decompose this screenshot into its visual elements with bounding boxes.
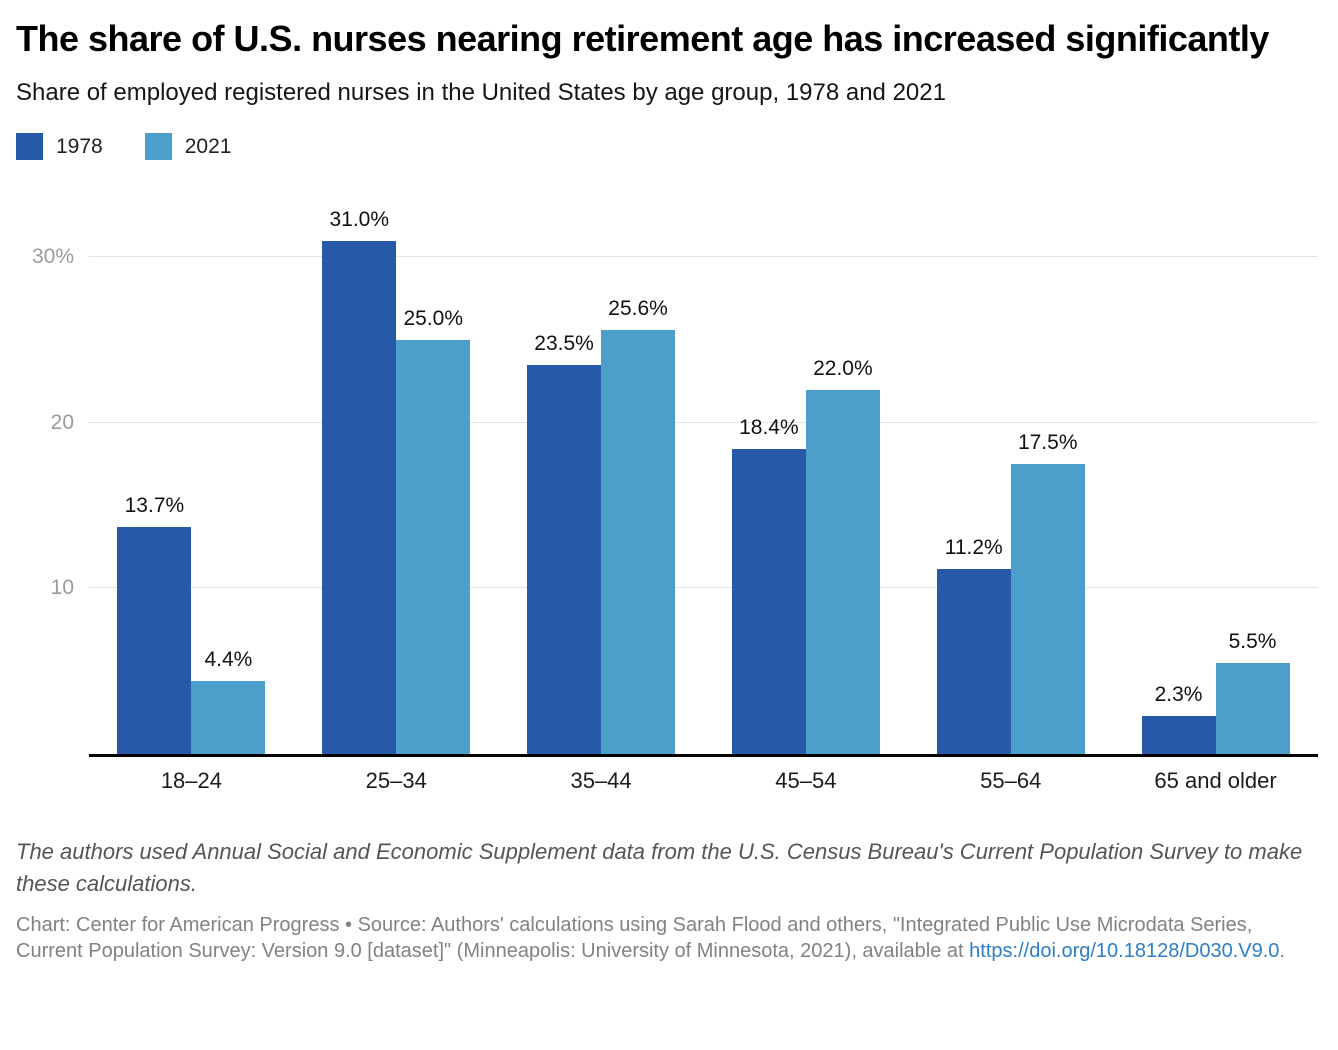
credit-text: Chart: Center for American Progress • So… (16, 914, 1253, 962)
bar-value-label-2021-45–54: 22.0% (813, 357, 873, 380)
credit-line: Chart: Center for American Progress • So… (16, 912, 1316, 964)
bar-value-label-2021-65 and older: 5.5% (1228, 630, 1277, 653)
y-axis-tick-label-10: 10 (50, 576, 74, 599)
bar-group-55–64: 11.2% 17.5% (908, 177, 1113, 754)
bar-value-label-2021-18–24: 4.4% (204, 648, 253, 671)
bar-1978-45–54 (731, 449, 806, 754)
bar-2021-35–44 (601, 330, 676, 754)
category-label-55–64: 55–64 (980, 768, 1042, 793)
bar-group-45–54: 18.4% 22.0% (703, 177, 908, 754)
bar-2021-65 and older (1215, 663, 1290, 754)
bar-slot: 2.3% (1141, 683, 1216, 754)
bar-group-65 and older: 2.3% 5.5% (1113, 177, 1318, 754)
bar-2021-18–24 (191, 681, 266, 754)
bar-slot: 25.6% (601, 297, 676, 754)
bar-groups: 13.7% 4.4% 31.0% 25.0% 23.5% 25.6% 18.4% 22.0% 1… (89, 177, 1318, 754)
gridline-20 (89, 422, 1318, 423)
plot-area: 10 20 30% 13.7% 4.4% 31.0% 25.0% 23.5% 25.6% 18.4… (32, 177, 1318, 757)
bar-1978-18–24 (117, 527, 192, 754)
source-link[interactable]: https://doi.org/10.18128/D030.V9.0 (969, 940, 1280, 962)
chart-subtitle: Share of employed registered nurses in t… (16, 79, 946, 106)
bar-slot: 25.0% (396, 307, 471, 754)
bar-value-label-1978-25–34: 31.0% (329, 208, 390, 231)
bar-slot: 23.5% (527, 332, 602, 754)
bar-chart: 10 20 30% 13.7% 4.4% 31.0% 25.0% 23.5% 25.6% 18.4… (16, 177, 1322, 794)
gridline-30 (89, 256, 1318, 257)
chart-footer: The authors used Annual Social and Econo… (16, 836, 1322, 964)
credit-period: . (1279, 940, 1285, 962)
bar-value-label-1978-18–24: 13.7% (124, 494, 185, 517)
bar-value-label-1978-55–64: 11.2% (944, 536, 1003, 559)
bar-2021-55–64 (1010, 464, 1085, 754)
category-label-18–24: 18–24 (160, 768, 222, 793)
category-label-35–44: 35–44 (570, 768, 632, 793)
gridline-10 (89, 587, 1318, 588)
bar-2021-45–54 (805, 390, 880, 754)
y-axis-tick-label-30: 30% (31, 245, 74, 268)
bar-group-35–44: 23.5% 25.6% (499, 177, 704, 754)
legend-swatch-2021 (144, 133, 172, 160)
bar-slot: 22.0% (805, 357, 880, 754)
bar-value-label-1978-65 and older: 2.3% (1154, 683, 1203, 706)
bar-1978-35–44 (527, 365, 602, 754)
bar-slot: 31.0% (322, 208, 397, 754)
bar-value-label-2021-55–64: 17.5% (1017, 431, 1078, 454)
bar-slot: 4.4% (191, 648, 266, 754)
chart-title: The share of U.S. nurses nearing retirem… (16, 18, 1269, 59)
bar-value-label-1978-45–54: 18.4% (739, 416, 799, 439)
bar-value-label-2021-25–34: 25.0% (403, 307, 464, 330)
bar-slot: 18.4% (731, 416, 806, 754)
legend-swatch-1978 (16, 133, 43, 160)
bar-2021-25–34 (396, 340, 471, 754)
bar-group-25–34: 31.0% 25.0% (294, 177, 499, 754)
bar-value-label-1978-35–44: 23.5% (534, 332, 594, 355)
category-label-65 and older: 65 and older (1154, 768, 1277, 793)
legend: 1978 2021 (16, 133, 1322, 160)
legend-item-2021: 2021 (144, 133, 232, 160)
bar-slot: 5.5% (1215, 630, 1290, 754)
bar-group-18–24: 13.7% 4.4% (89, 177, 294, 754)
category-label-45–54: 45–54 (775, 768, 837, 793)
legend-item-1978: 1978 (16, 133, 103, 160)
bar-slot: 17.5% (1010, 431, 1085, 754)
category-label-25–34: 25–34 (365, 768, 427, 793)
legend-label: 1978 (56, 134, 103, 158)
bar-slot: 13.7% (117, 494, 192, 754)
bar-slot: 11.2% (936, 536, 1011, 754)
x-axis-labels: 18–24 25–34 35–44 45–54 55–64 65 and older (89, 768, 1318, 794)
y-axis-tick-label-20: 20 (50, 411, 74, 434)
bar-1978-55–64 (936, 569, 1011, 754)
bar-1978-65 and older (1141, 716, 1216, 754)
legend-label: 2021 (184, 134, 232, 158)
chart-card: The share of U.S. nurses nearing retirem… (16, 18, 1322, 964)
bar-1978-25–34 (322, 241, 397, 754)
methodology-note: The authors used Annual Social and Econo… (16, 839, 1303, 896)
bar-value-label-2021-35–44: 25.6% (608, 297, 668, 320)
